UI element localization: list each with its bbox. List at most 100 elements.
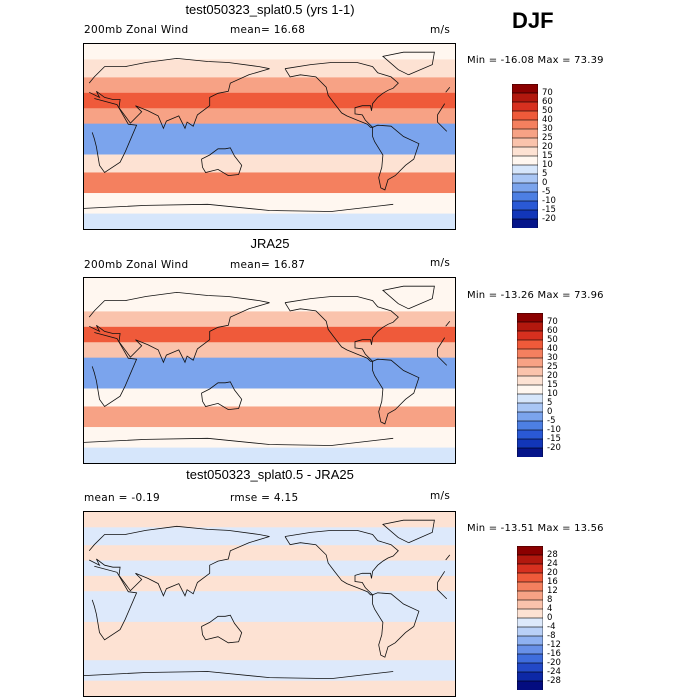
colorbar-swatch	[511, 119, 539, 130]
panel-1-title: test050323_splat0.5 (yrs 1-1)	[185, 2, 355, 17]
lat-band	[84, 77, 455, 94]
panel-1-map	[83, 43, 456, 230]
colorbar-tick-label: -4	[547, 622, 556, 632]
lat-band	[84, 388, 455, 407]
colorbar-swatch	[516, 545, 544, 556]
lat-band	[84, 357, 455, 374]
colorbar-tick-label: 4	[547, 604, 553, 614]
coastline	[382, 51, 435, 76]
colorbar-swatch	[516, 429, 544, 440]
lat-band	[84, 139, 455, 155]
colorbar-tick-label: 25	[547, 362, 558, 372]
colorbar-tick-label: 15	[542, 151, 553, 161]
season-label: DJF	[512, 8, 554, 33]
lat-band	[84, 545, 455, 562]
colorbar-swatch	[511, 164, 539, 175]
lat-band	[84, 193, 455, 215]
colorbar-swatch	[516, 393, 544, 404]
lat-band	[84, 342, 455, 359]
colorbar-tick-label: -10	[542, 196, 556, 206]
colorbar-swatch	[516, 402, 544, 413]
lat-band	[84, 154, 455, 173]
colorbar-swatch	[516, 599, 544, 610]
panel-3-minmax-label: Min = -13.51 Max = 13.56	[467, 523, 604, 534]
lat-band	[84, 406, 455, 428]
colorbar-tick-label: 50	[542, 106, 553, 116]
colorbar-swatch	[516, 438, 544, 449]
colorbar-tick-label: 15	[547, 380, 558, 390]
colorbar-tick-label: 16	[547, 577, 558, 587]
colorbar-tick-label: 5	[542, 169, 548, 179]
colorbar-tick-label: 10	[542, 160, 553, 170]
colorbar-swatch	[516, 590, 544, 601]
colorbar-tick-label: -28	[547, 676, 561, 686]
colorbar-swatch	[516, 653, 544, 664]
colorbar-tick-label: -15	[542, 205, 556, 215]
lat-band	[84, 311, 455, 328]
colorbar-swatch	[511, 173, 539, 184]
colorbar-tick-label: -20	[542, 214, 556, 224]
colorbar-tick-label: 20	[547, 568, 558, 578]
colorbar-tick-label: -8	[547, 631, 556, 641]
lat-band	[84, 560, 455, 577]
lat-band	[84, 44, 455, 60]
colorbar-tick-label: -5	[547, 416, 556, 426]
colorbar-swatch	[516, 375, 544, 386]
panel-2-minmax-label: Min = -13.26 Max = 73.96	[467, 290, 604, 301]
lat-band	[84, 639, 455, 661]
colorbar-swatch	[511, 101, 539, 112]
colorbar-tick-label: 0	[547, 613, 553, 623]
lat-band	[84, 373, 455, 389]
colorbar-tick-label: 20	[547, 371, 558, 381]
panel-2-variable-label: 200mb Zonal Wind	[84, 259, 189, 271]
colorbar-tick-label: 12	[547, 586, 558, 596]
colorbar-swatch	[516, 447, 544, 458]
panel-2-colorbar: 70 60 50 40 30 25 20 15 10 5 0 -5 -10 -15 -20	[516, 312, 561, 458]
lat-band	[84, 123, 455, 140]
colorbar-swatch	[516, 312, 544, 323]
colorbar-swatch	[511, 146, 539, 157]
map-svg	[84, 278, 455, 463]
map-svg	[84, 44, 455, 229]
colorbar-swatch	[511, 83, 539, 94]
coastline	[372, 358, 420, 425]
colorbar-tick-label: -20	[547, 443, 561, 453]
colorbar-swatch	[516, 626, 544, 637]
coastline	[382, 285, 435, 310]
panel-1-mean-label: mean= 16.68	[230, 24, 306, 36]
colorbar-swatch	[516, 644, 544, 655]
lat-band	[84, 447, 455, 463]
lat-band	[84, 427, 455, 449]
colorbar-tick-label: 40	[547, 344, 558, 354]
colorbar-swatch	[516, 617, 544, 628]
panel-3-map	[83, 511, 456, 697]
colorbar-tick-label: 70	[547, 317, 558, 327]
colorbar-swatch	[516, 384, 544, 395]
colorbar-swatch	[516, 339, 544, 350]
lat-band	[84, 575, 455, 592]
coastline	[284, 62, 399, 128]
colorbar-tick-label: 30	[547, 353, 558, 363]
coastline	[91, 98, 448, 174]
coastline	[84, 671, 394, 680]
lat-band	[84, 213, 455, 229]
colorbar-swatch	[516, 348, 544, 359]
lat-band	[84, 92, 455, 109]
colorbar-swatch	[516, 581, 544, 592]
colorbar-swatch	[516, 357, 544, 368]
coastline	[88, 291, 451, 364]
colorbar-tick-label: -16	[547, 649, 561, 659]
colorbar-swatch	[516, 411, 544, 422]
map-svg	[84, 512, 455, 696]
colorbar-tick-label: 10	[547, 389, 558, 399]
panel-3-units-label: m/s	[430, 490, 451, 502]
colorbar-swatch	[511, 128, 539, 139]
colorbar-swatch	[516, 420, 544, 431]
colorbar-tick-label: -12	[547, 640, 561, 650]
colorbar-tick-label: 5	[547, 398, 553, 408]
panel-1-minmax-label: Min = -16.08 Max = 73.39	[467, 55, 604, 66]
colorbar-tick-label: 40	[542, 115, 553, 125]
colorbar-tick-label: -10	[547, 425, 561, 435]
colorbar-svg	[516, 545, 544, 691]
colorbar-swatch	[516, 671, 544, 682]
